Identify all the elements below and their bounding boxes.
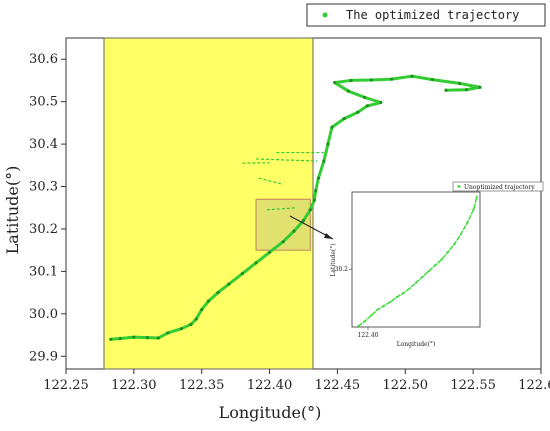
trajectory-point: [431, 78, 434, 81]
y-tick-label: 30.0: [29, 307, 58, 322]
unoptimized-point: [402, 292, 404, 294]
unoptimized-point: [434, 264, 436, 266]
trajectory-point: [379, 101, 382, 104]
trajectory-point: [146, 336, 149, 339]
trajectory-point: [157, 336, 160, 339]
trajectory-point: [326, 142, 329, 145]
trajectory-point: [241, 272, 244, 275]
trajectory-point: [292, 229, 295, 232]
trajectory-point: [343, 117, 346, 120]
trajectory-point: [216, 291, 219, 294]
trajectory-point: [254, 261, 257, 264]
trajectory-point: [166, 331, 169, 334]
trajectory-point: [207, 300, 210, 303]
trajectory-point: [390, 78, 393, 81]
unoptimized-point: [364, 320, 366, 322]
trajectory-point: [180, 327, 183, 330]
trajectory-point: [314, 189, 317, 192]
x-tick-label: 122.60: [518, 378, 550, 393]
trajectory-point: [458, 82, 461, 85]
trajectory-point: [227, 283, 230, 286]
x-tick-label: 122.45: [315, 378, 361, 393]
inset-x-axis-label: Longitude(°): [397, 341, 436, 348]
trajectory-point: [478, 86, 481, 89]
trajectory-point: [322, 159, 325, 162]
y-tick-label: 30.6: [29, 52, 58, 67]
inset-legend-marker: [458, 185, 461, 188]
trajectory-point: [333, 81, 336, 84]
y-tick-label: 30.5: [29, 95, 58, 110]
trajectory-point: [132, 336, 135, 339]
unoptimized-point: [466, 222, 468, 224]
zoom-connector-arrowhead: [324, 233, 333, 239]
trajectory-point: [302, 219, 305, 222]
inset-x-tick-label: 122.40: [358, 332, 379, 339]
unoptimized-point: [377, 309, 379, 311]
trajectory-point: [363, 96, 366, 99]
x-tick-label: 122.55: [450, 378, 496, 393]
trajectory-point: [465, 88, 468, 91]
unoptimized-point: [460, 233, 462, 235]
x-tick-label: 122.50: [383, 378, 429, 393]
trajectory-point: [119, 337, 122, 340]
trajectory-point: [309, 208, 312, 211]
y-tick-label: 30.4: [29, 137, 58, 152]
y-axis-label: Latitude(°): [3, 166, 22, 255]
trajectory-point: [330, 126, 333, 129]
trajectory-point: [268, 251, 271, 254]
x-tick-label: 122.35: [179, 378, 225, 393]
x-tick-label: 122.30: [111, 378, 157, 393]
trajectory-point: [195, 317, 198, 320]
unoptimized-point: [389, 301, 391, 303]
trajectory-point: [189, 323, 192, 326]
trajectory-point: [356, 111, 359, 114]
unoptimized-point: [473, 208, 475, 210]
unoptimized-point: [476, 196, 478, 198]
trajectory-point: [200, 308, 203, 311]
unoptimized-point: [447, 251, 449, 253]
trajectory-point: [366, 104, 369, 107]
unoptimized-point: [415, 282, 417, 284]
trajectory-point: [109, 338, 112, 341]
trajectory-point: [313, 199, 316, 202]
trajectory-point: [347, 89, 350, 92]
unoptimized-point: [441, 258, 443, 260]
unoptimized-point: [453, 243, 455, 245]
unoptimized-point: [428, 270, 430, 272]
legend-marker: [323, 13, 328, 18]
legend: The optimized trajectory: [307, 4, 545, 26]
unoptimized-point: [370, 314, 372, 316]
trajectory-point: [282, 240, 285, 243]
unoptimized-point: [421, 276, 423, 278]
trajectory-point: [370, 78, 373, 81]
trajectory-point: [349, 79, 352, 82]
y-tick-label: 30.3: [29, 180, 58, 195]
trajectory-point: [317, 176, 320, 179]
unoptimized-point: [409, 287, 411, 289]
y-tick-label: 29.9: [29, 349, 58, 364]
unoptimized-point: [383, 305, 385, 307]
inset-y-axis-label: Latitude(°): [330, 243, 337, 276]
x-tick-label: 122.40: [247, 378, 293, 393]
inset-legend-label: Unoptimized trajectory: [464, 184, 535, 191]
y-tick-label: 30.1: [29, 264, 58, 279]
y-tick-label: 30.2: [29, 222, 58, 237]
unoptimized-point: [357, 325, 359, 327]
inset-plot-frame: [352, 192, 480, 327]
x-axis-label: Longitude(°): [219, 403, 322, 422]
trajectory-point: [410, 75, 413, 78]
trajectory-point: [444, 89, 447, 92]
x-tick-label: 122.25: [43, 378, 89, 393]
legend-label: The optimized trajectory: [346, 8, 519, 22]
unoptimized-point: [396, 296, 398, 298]
